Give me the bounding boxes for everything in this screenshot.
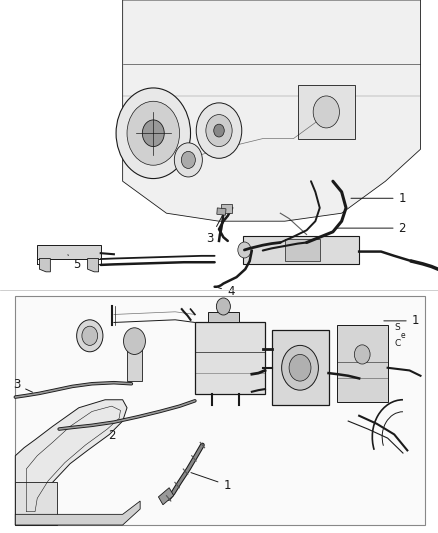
Text: 2: 2 [336, 222, 406, 235]
Circle shape [127, 101, 180, 165]
Circle shape [124, 328, 145, 354]
Circle shape [313, 96, 339, 128]
Bar [195, 322, 265, 394]
Text: 1: 1 [191, 473, 231, 491]
Circle shape [116, 88, 191, 179]
Polygon shape [123, 0, 420, 221]
Text: 2: 2 [106, 424, 116, 442]
Bar [37, 245, 101, 259]
Circle shape [289, 354, 311, 381]
Text: 4: 4 [218, 285, 234, 298]
Bar [159, 488, 174, 505]
Circle shape [216, 298, 230, 315]
Bar [127, 338, 142, 381]
Polygon shape [39, 259, 50, 272]
Circle shape [181, 151, 195, 168]
Circle shape [196, 103, 242, 158]
Bar [272, 330, 328, 405]
Text: 5: 5 [68, 255, 80, 271]
Polygon shape [15, 501, 140, 525]
Bar [217, 208, 226, 215]
Bar [243, 236, 359, 264]
Bar [15, 482, 57, 525]
Circle shape [206, 115, 232, 147]
Circle shape [214, 124, 224, 137]
Circle shape [354, 345, 370, 364]
Polygon shape [15, 400, 127, 525]
Text: 1: 1 [384, 314, 419, 327]
Circle shape [238, 242, 251, 258]
Circle shape [82, 326, 98, 345]
Circle shape [77, 320, 103, 352]
Text: S: S [394, 324, 400, 332]
Text: 3: 3 [13, 378, 32, 392]
Bar [337, 325, 388, 402]
Text: 1: 1 [351, 192, 406, 205]
Text: C: C [394, 340, 400, 348]
Bar [285, 239, 320, 261]
Circle shape [282, 345, 318, 390]
Bar [208, 312, 239, 322]
Text: 3: 3 [207, 215, 223, 245]
Bar [15, 296, 425, 525]
Bar [221, 204, 232, 213]
Circle shape [174, 143, 202, 177]
Text: e: e [401, 332, 406, 340]
Bar [298, 85, 355, 139]
Polygon shape [88, 259, 99, 272]
Circle shape [142, 120, 164, 147]
